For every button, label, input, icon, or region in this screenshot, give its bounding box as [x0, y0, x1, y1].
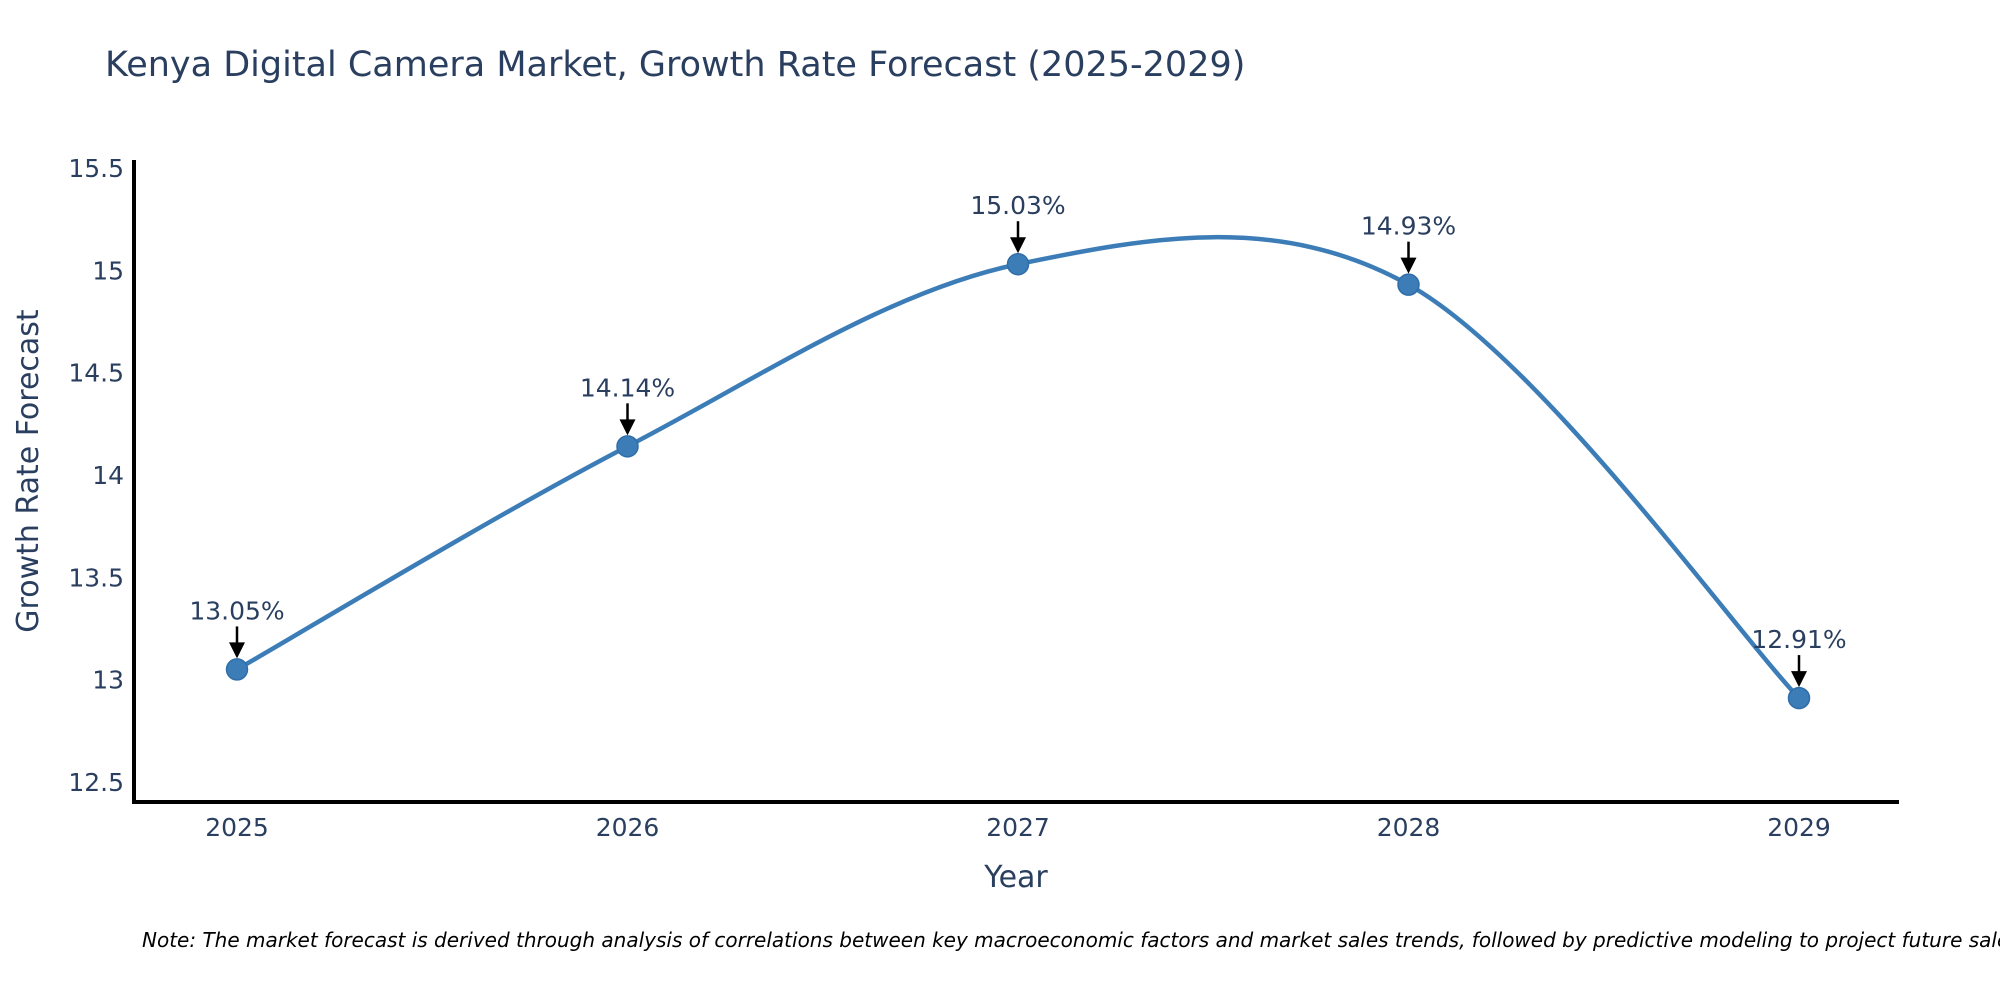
footnote: Note: The market forecast is derived thr…	[142, 928, 2000, 952]
series-line	[235, 234, 1801, 700]
y-tick-label: 13	[92, 666, 124, 695]
x-tick-label: 2029	[1767, 813, 1831, 842]
annotation-arrowhead-icon	[1791, 671, 1807, 688]
x-tick-label: 2025	[205, 813, 269, 842]
annotation-label: 14.93%	[1361, 212, 1456, 241]
y-tick-label: 15.5	[68, 154, 124, 183]
y-tick-label: 13.5	[68, 563, 124, 592]
y-axis-title: Growth Rate Forecast	[11, 309, 46, 633]
y-tick-label: 14.5	[68, 359, 124, 388]
x-axis-tick-labels: 2025 2026 2027 2028 2029	[205, 813, 1831, 842]
chart-title: Kenya Digital Camera Market, Growth Rate…	[105, 45, 1245, 85]
y-tick-label: 12.5	[68, 768, 124, 797]
series-markers	[225, 252, 1811, 710]
x-tick-label: 2026	[596, 813, 660, 842]
axis-lines	[132, 160, 1899, 804]
annotation-label: 15.03%	[970, 191, 1065, 220]
annotation-arrowhead-icon	[1400, 257, 1417, 274]
x-tick-label: 2027	[986, 813, 1050, 842]
x-axis-title: Year	[983, 860, 1048, 895]
data-point-marker	[1006, 252, 1030, 276]
y-tick-label: 14	[92, 461, 124, 490]
data-point-marker	[1397, 273, 1420, 296]
data-point-marker	[1787, 686, 1811, 710]
annotation-label: 14.14%	[580, 373, 675, 402]
annotation-label: 12.91%	[1751, 625, 1846, 654]
annotation-arrowhead-icon	[619, 419, 636, 436]
annotation-label: 13.05%	[189, 596, 284, 625]
annotation-arrowhead-icon	[229, 642, 245, 659]
y-tick-label: 15	[92, 256, 124, 285]
y-axis-tick-labels: 12.5 13 13.5 14 14.5 15 15.5	[68, 154, 124, 797]
data-point-marker	[225, 658, 249, 681]
annotation-arrowhead-icon	[1010, 237, 1026, 254]
x-tick-label: 2028	[1377, 813, 1441, 842]
data-point-marker	[616, 435, 639, 458]
point-annotations: 13.05% 14.14% 15.03% 14.93% 12.91%	[189, 191, 1847, 688]
